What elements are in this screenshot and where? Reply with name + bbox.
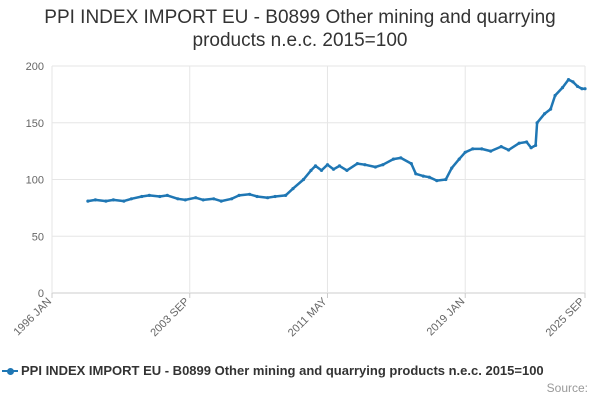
data-point[interactable]	[111, 198, 115, 202]
data-point[interactable]	[427, 175, 431, 179]
data-point[interactable]	[201, 198, 205, 202]
grid-lines	[51, 65, 586, 294]
data-point[interactable]	[337, 164, 342, 168]
data-point[interactable]	[331, 167, 336, 171]
data-point[interactable]	[325, 163, 330, 167]
x-tick-label: 2025 SEP	[544, 296, 588, 340]
legend-label: PPI INDEX IMPORT EU - B0899 Other mining…	[21, 363, 544, 378]
data-point[interactable]	[549, 107, 553, 111]
data-point[interactable]	[176, 197, 180, 201]
data-point[interactable]	[543, 112, 547, 116]
data-point[interactable]	[194, 196, 198, 200]
data-point[interactable]	[399, 156, 403, 160]
data-point[interactable]	[414, 172, 418, 176]
data-point[interactable]	[517, 141, 521, 145]
data-point[interactable]	[499, 145, 503, 149]
data-point[interactable]	[273, 194, 277, 199]
data-point[interactable]	[147, 193, 151, 197]
data-point[interactable]	[93, 198, 97, 202]
data-point[interactable]	[409, 162, 413, 166]
data-point[interactable]	[104, 199, 108, 203]
data-point[interactable]	[373, 165, 377, 169]
data-point[interactable]	[471, 147, 475, 151]
data-point[interactable]	[237, 193, 241, 197]
data-point[interactable]	[450, 166, 454, 170]
legend-marker-icon	[7, 367, 14, 375]
x-tick-label: 2011 MAY	[286, 295, 330, 339]
data-point[interactable]	[309, 168, 313, 172]
data-point[interactable]	[355, 162, 359, 166]
data-point[interactable]	[129, 197, 133, 201]
data-point[interactable]	[363, 163, 367, 167]
x-tick-label: 2019 JAN	[425, 296, 468, 339]
data-point[interactable]	[444, 177, 448, 182]
chart-title-line-1: PPI INDEX IMPORT EU - B0899 Other mining…	[44, 7, 556, 28]
data-point[interactable]	[284, 193, 288, 197]
data-point[interactable]	[345, 168, 349, 172]
data-point[interactable]	[212, 197, 216, 201]
y-axis-ticks: 0 50 100 150 200	[26, 61, 44, 300]
y-tick-label: 0	[38, 288, 44, 300]
data-point[interactable]	[183, 198, 187, 202]
chart-title-line-2: products n.e.c. 2015=100	[192, 30, 408, 51]
data-point[interactable]	[266, 196, 270, 200]
data-point[interactable]	[525, 140, 529, 144]
y-tick-label: 150	[26, 118, 44, 130]
data-point[interactable]	[86, 199, 90, 203]
data-point[interactable]	[529, 146, 533, 150]
data-point[interactable]	[248, 192, 252, 196]
source-label: Source:	[546, 381, 588, 395]
data-point[interactable]	[435, 179, 439, 183]
data-point[interactable]	[301, 177, 306, 182]
data-point[interactable]	[534, 143, 538, 147]
data-point[interactable]	[553, 93, 557, 98]
y-tick-label: 100	[26, 175, 44, 187]
data-point[interactable]	[319, 168, 324, 172]
legend[interactable]: PPI INDEX IMPORT EU - B0899 Other mining…	[0, 362, 600, 380]
data-point[interactable]	[457, 157, 461, 161]
data-point[interactable]	[560, 86, 565, 90]
y-tick-label: 200	[26, 61, 44, 73]
data-point[interactable]	[381, 163, 385, 167]
data-point[interactable]	[463, 150, 467, 154]
data-point[interactable]	[583, 87, 587, 91]
x-tick-label: 1996 JAN	[11, 296, 54, 339]
data-point[interactable]	[580, 87, 584, 91]
series-layer	[86, 78, 587, 203]
data-point[interactable]	[535, 121, 539, 125]
data-point[interactable]	[291, 187, 295, 191]
x-tick-label: 2003 SEP	[148, 296, 192, 340]
x-axis: 1996 JAN 2003 SEP 2011 MAY 2019 JAN 2025 SEP	[11, 293, 587, 339]
data-point[interactable]	[122, 199, 126, 203]
data-point[interactable]	[489, 149, 493, 153]
chart-title: PPI INDEX IMPORT EU - B0899 Other mining…	[0, 6, 600, 52]
data-point[interactable]	[391, 157, 395, 161]
series-line[interactable]	[87, 78, 585, 203]
data-point[interactable]	[480, 147, 484, 151]
data-point[interactable]	[219, 199, 223, 203]
y-tick-label: 50	[32, 231, 44, 243]
data-point[interactable]	[255, 194, 259, 199]
data-point[interactable]	[140, 194, 144, 199]
data-point[interactable]	[230, 197, 234, 201]
data-point[interactable]	[507, 148, 511, 152]
data-point[interactable]	[158, 194, 162, 199]
data-point[interactable]	[571, 80, 575, 84]
data-point[interactable]	[165, 193, 169, 197]
data-point[interactable]	[421, 174, 425, 178]
data-point[interactable]	[566, 78, 571, 82]
data-point[interactable]	[313, 164, 318, 168]
data-point[interactable]	[575, 84, 580, 88]
